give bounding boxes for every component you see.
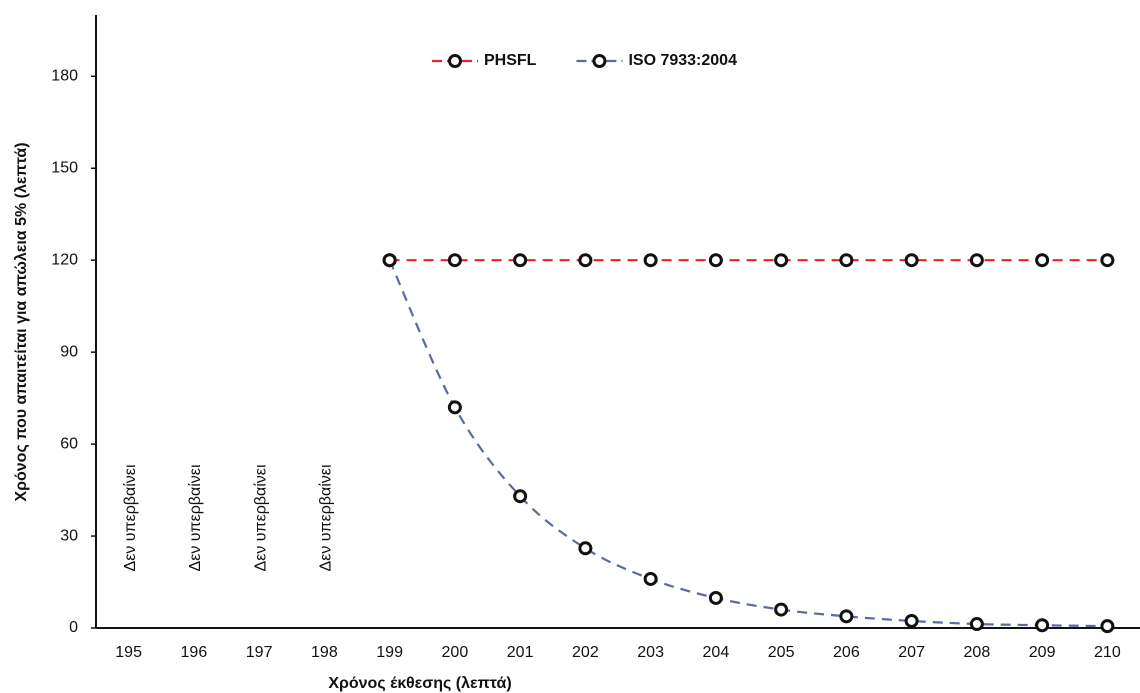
annotation: Δεν υπερβαίνει — [318, 464, 335, 571]
y-tick-label: 180 — [51, 68, 78, 85]
legend-marker — [592, 54, 607, 68]
point — [447, 253, 462, 268]
point — [1100, 253, 1115, 268]
x-tick-label: 208 — [964, 644, 991, 661]
x-axis-title: Χρόνος έκθεσης (λεπτά) — [328, 675, 511, 692]
point — [643, 571, 658, 586]
x-tick-label: 202 — [572, 644, 599, 661]
y-tick-label: 120 — [51, 251, 78, 268]
legend-label: PHSFL — [484, 52, 537, 69]
y-tick-label: 150 — [51, 159, 78, 176]
point — [513, 489, 528, 504]
legend-label: ISO 7933:2004 — [628, 52, 737, 69]
x-tick-label: 199 — [376, 644, 403, 661]
point — [839, 609, 854, 624]
point — [382, 253, 397, 268]
point — [643, 253, 658, 268]
x-tick-label: 206 — [833, 644, 860, 661]
y-axis-title: Χρόνος που απαιτείται για απώλεια 5% (λε… — [13, 142, 30, 501]
x-tick-label: 201 — [507, 644, 534, 661]
x-tick-label: 197 — [246, 644, 273, 661]
point — [904, 253, 919, 268]
y-tick-label: 60 — [60, 435, 78, 452]
annotation: Δεν υπερβαίνει — [252, 464, 269, 571]
x-tick-label: 203 — [637, 644, 664, 661]
point — [1100, 619, 1115, 634]
point — [1035, 253, 1050, 268]
point — [839, 253, 854, 268]
x-tick-label: 210 — [1094, 644, 1121, 661]
point — [969, 617, 984, 632]
y-tick-label: 0 — [69, 619, 78, 636]
point — [1035, 618, 1050, 633]
point — [708, 590, 723, 605]
x-tick-label: 200 — [442, 644, 469, 661]
point — [708, 253, 723, 268]
x-tick-label: 209 — [1029, 644, 1056, 661]
legend-marker — [448, 54, 462, 68]
annotation: Δεν υπερβαίνει — [187, 464, 204, 571]
point — [774, 253, 789, 268]
x-tick-label: 204 — [703, 644, 730, 661]
point — [578, 541, 593, 556]
y-tick-label: 30 — [60, 527, 78, 544]
x-tick-label: 196 — [181, 644, 208, 661]
x-tick-label: 205 — [768, 644, 795, 661]
x-tick-label: 207 — [898, 644, 925, 661]
y-tick-label: 90 — [60, 343, 78, 360]
point — [969, 253, 984, 268]
x-tick-label: 198 — [311, 644, 338, 661]
x-tick-label: 195 — [115, 644, 142, 661]
point — [578, 253, 593, 268]
point — [774, 602, 789, 617]
annotation: Δεν υπερβαίνει — [122, 464, 139, 571]
series-line — [388, 259, 1108, 628]
point — [447, 400, 462, 415]
point — [513, 253, 528, 268]
point — [904, 613, 919, 628]
